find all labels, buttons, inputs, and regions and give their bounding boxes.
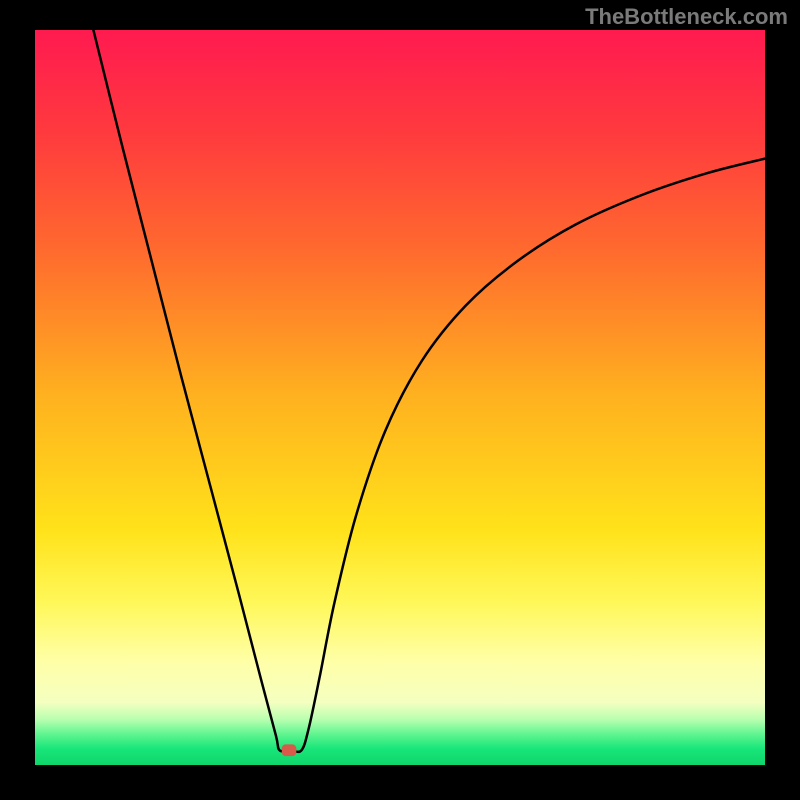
watermark-text: TheBottleneck.com <box>585 4 788 30</box>
chart-svg <box>35 30 765 765</box>
minimum-marker <box>282 744 297 756</box>
chart-plot-area <box>35 30 765 765</box>
